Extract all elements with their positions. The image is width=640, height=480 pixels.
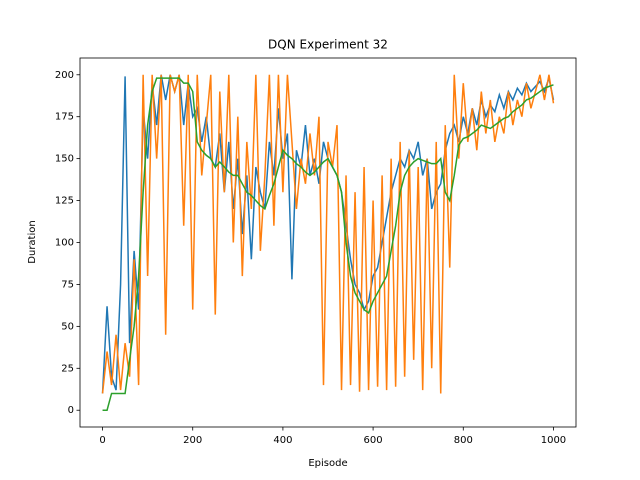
x-axis-label: Episode (308, 458, 347, 469)
x-tick-label: 600 (364, 435, 383, 446)
chart-title: DQN Experiment 32 (268, 38, 388, 52)
x-tick-label: 0 (99, 435, 105, 446)
y-tick-label: 50 (61, 321, 74, 332)
y-tick-label: 25 (61, 363, 74, 374)
data-line (101, 74, 555, 394)
y-axis-label: Duration (27, 220, 38, 263)
x-tick-label: 800 (454, 435, 473, 446)
y-tick-label: 150 (55, 154, 74, 165)
y-tick-label: 125 (55, 196, 74, 207)
y-tick-label: 200 (55, 70, 74, 81)
y-tick-label: 75 (61, 279, 74, 290)
data-line (102, 77, 554, 411)
y-tick-label: 0 (68, 405, 74, 416)
plot-frame (79, 57, 577, 428)
x-tick-label: 400 (273, 435, 292, 446)
y-tick-label: 100 (55, 238, 74, 249)
y-tick-label: 175 (55, 112, 74, 123)
x-tick-label: 1000 (541, 435, 566, 446)
x-tick-label: 200 (183, 435, 202, 446)
data-line (101, 74, 555, 394)
